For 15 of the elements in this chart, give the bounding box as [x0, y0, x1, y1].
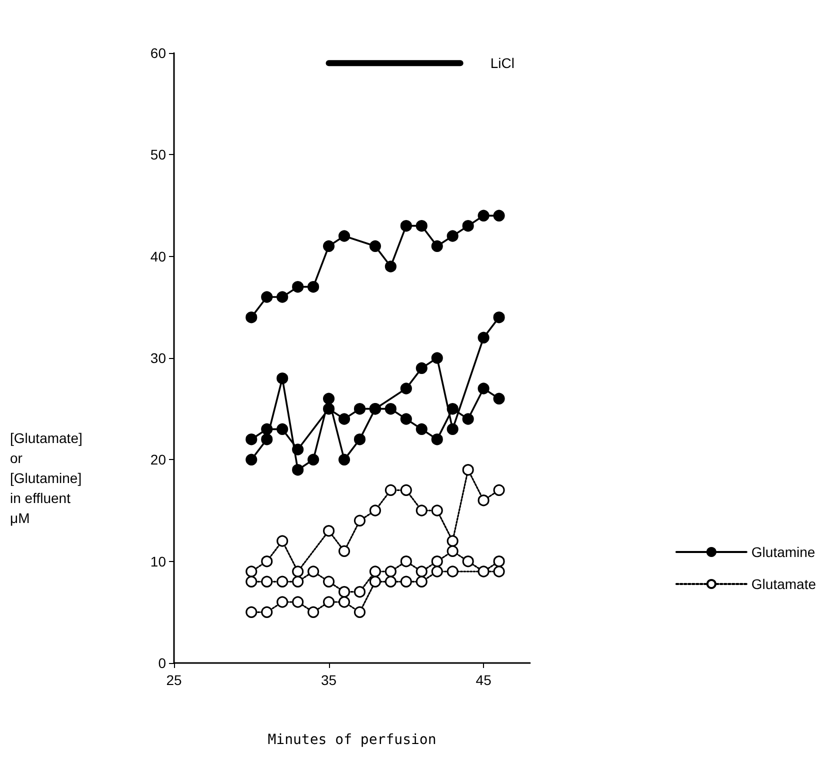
x-tick-label: 35 — [320, 672, 337, 688]
y-axis-title: [Glutamate] or [Glutamine] in effluent μM — [10, 430, 82, 526]
y-tick-label: 50 — [150, 146, 166, 163]
y-tick-label: 40 — [150, 248, 166, 264]
x-tick-label: 45 — [476, 672, 492, 688]
x-tick-label: 25 — [166, 672, 182, 688]
y-tick-label: 10 — [150, 553, 166, 570]
y-tick-label: 0 — [158, 655, 166, 671]
y-tick-label: 60 — [150, 45, 166, 61]
legend-label: Glutamate — [751, 576, 816, 592]
legend-label: Glutamine — [751, 544, 816, 560]
x-axis-title: Minutes of perfusion — [268, 732, 436, 748]
text: LiCl — [490, 55, 514, 72]
y-tick-label: 20 — [150, 452, 166, 468]
y-tick-label: 30 — [150, 350, 166, 366]
